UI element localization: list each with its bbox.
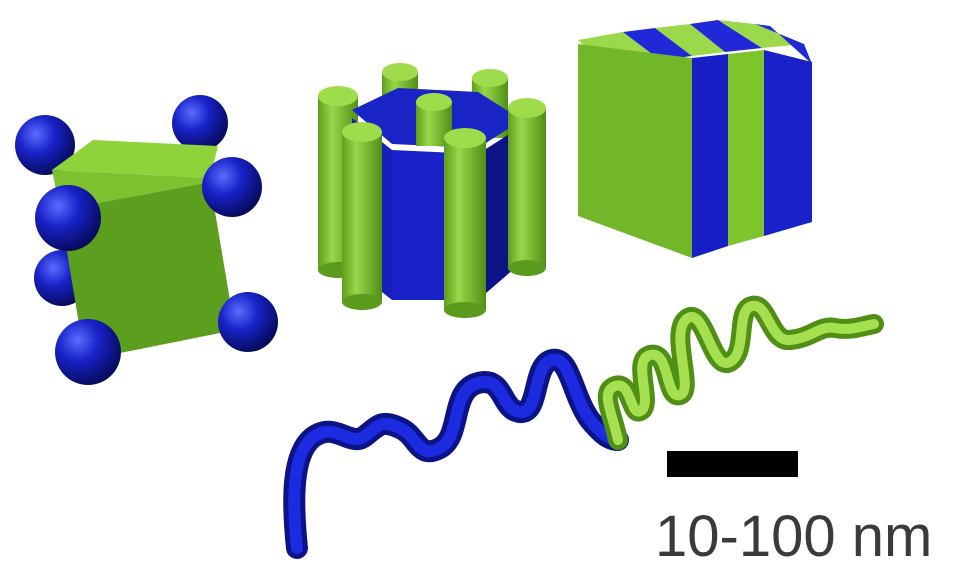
stripe-green <box>655 24 725 56</box>
corner-sphere <box>15 115 75 175</box>
diblock-copolymer-coil <box>283 295 884 559</box>
corner-sphere <box>218 292 278 352</box>
corner-sphere <box>172 95 228 151</box>
polymer-block-blue-highlight <box>288 353 624 554</box>
hexagonal-cylinder-array <box>318 63 546 318</box>
cube-front-face <box>578 44 692 258</box>
cube-with-corner-spheres <box>15 95 278 385</box>
corner-sphere <box>35 185 101 251</box>
scale-bar-label: 10-100 nm <box>655 504 933 569</box>
scale-bar <box>667 451 798 477</box>
lamellar-striped-cube <box>578 20 812 258</box>
cube-top-face <box>52 140 218 178</box>
cylinder <box>508 98 546 276</box>
stripe-blue <box>690 20 762 52</box>
cylinder <box>342 122 382 310</box>
cylinder <box>444 128 486 318</box>
corner-sphere <box>202 157 262 217</box>
stripe-green <box>728 50 764 246</box>
stripe-blue <box>692 54 728 258</box>
stripe-blue <box>755 24 812 64</box>
stripe-green <box>718 20 804 48</box>
polymer-block-green-highlight <box>602 300 879 445</box>
corner-sphere <box>55 319 121 385</box>
stripe-blue <box>623 28 692 60</box>
cube-front-face <box>60 182 235 360</box>
stripe-blue <box>764 50 812 236</box>
